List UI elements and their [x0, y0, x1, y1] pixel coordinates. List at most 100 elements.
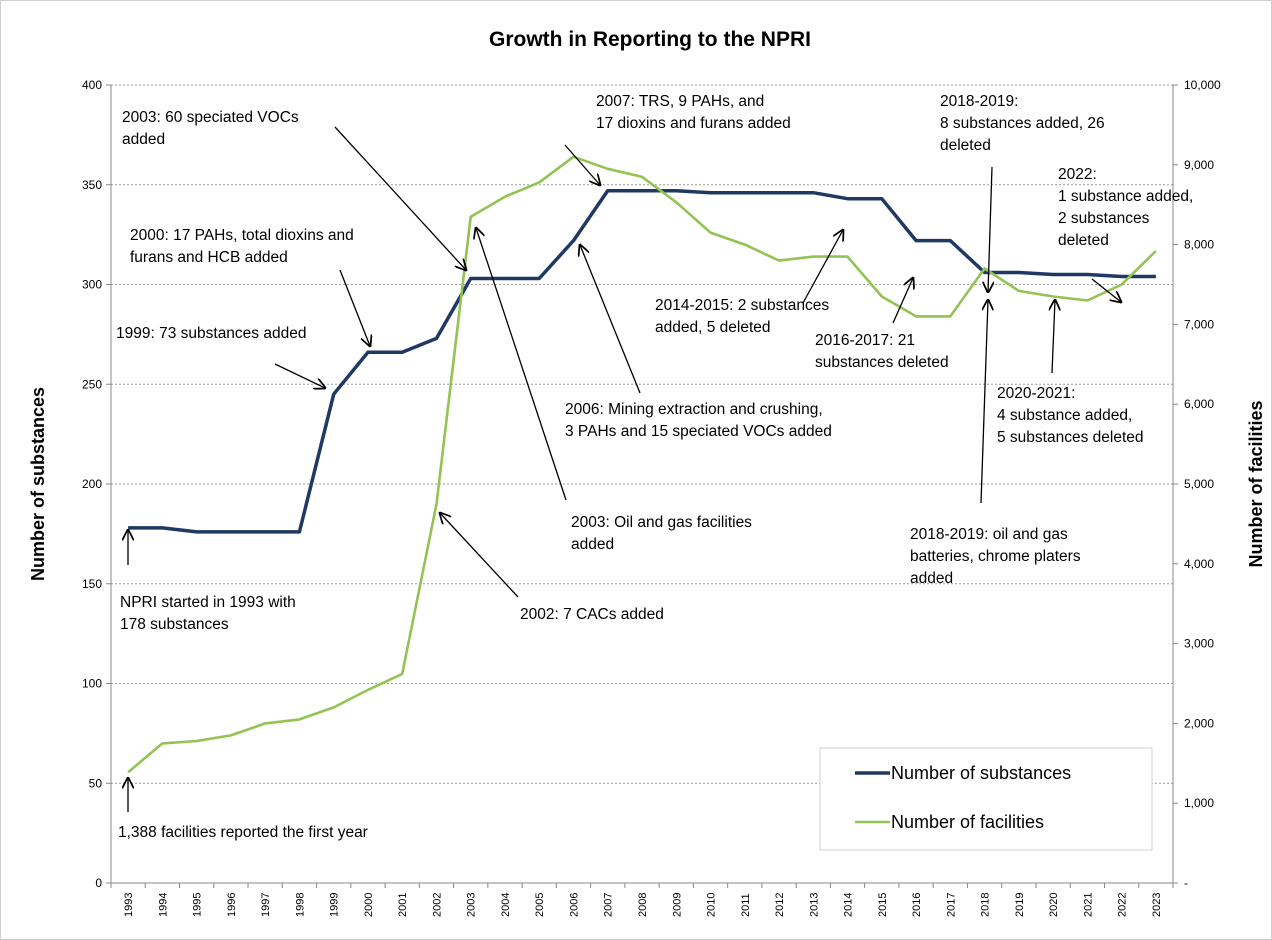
x-tick-label: 2019 [1014, 893, 1026, 917]
x-tick-label: 1999 [329, 893, 341, 917]
y-tick-label: 150 [82, 577, 102, 591]
y-tick-label: 400 [82, 78, 102, 92]
legend-label: Number of substances [891, 763, 1071, 783]
x-tick-label: 2011 [740, 893, 752, 917]
annotation: 1 substance added, [1058, 188, 1193, 205]
y2-axis-title: Number of facilities [1246, 400, 1266, 567]
annotation: 1,388 facilities reported the first year [118, 824, 368, 841]
y-tick-label: 100 [82, 677, 102, 691]
annotation: 2002: 7 CACs added [520, 606, 664, 623]
y2-tick-label: 2,000 [1184, 716, 1214, 730]
series-line [127, 155, 1157, 774]
y-tick-label: 350 [82, 178, 102, 192]
annotation: 2014-2015: 2 substances [655, 297, 829, 314]
y2-tick-label: 6,000 [1184, 397, 1214, 411]
x-tick-label: 1998 [294, 893, 306, 917]
annotation-arrow [980, 300, 988, 504]
annotation: added [571, 536, 614, 553]
x-tick-label: 2022 [1117, 893, 1129, 917]
x-tick-label: 2009 [671, 893, 683, 917]
annotation-arrow [988, 166, 992, 292]
x-tick-label: 2008 [637, 893, 649, 917]
x-tick-label: 2006 [568, 893, 580, 917]
annotation: NPRI started in 1993 with [120, 594, 296, 611]
annotation-arrow [564, 144, 600, 185]
x-tick-label: 2017 [945, 893, 957, 917]
annotation-arrow [892, 278, 913, 324]
annotation-arrow [440, 513, 519, 598]
annotation: 17 dioxins and furans added [596, 115, 791, 132]
x-tick-label: 1996 [226, 893, 238, 917]
y2-tick-label: 9,000 [1184, 158, 1214, 172]
x-tick-label: 1997 [260, 893, 272, 917]
y2-tick-label: 1,000 [1184, 796, 1214, 810]
annotation: 2018-2019: [940, 93, 1018, 110]
annotation: substances deleted [815, 354, 949, 371]
x-tick-label: 1993 [123, 893, 135, 917]
x-tick-label: 1994 [157, 893, 169, 917]
annotation: added [122, 131, 165, 148]
annotation: 2000: 17 PAHs, total dioxins and [130, 227, 354, 244]
annotation: 1999: 73 substances added [116, 325, 306, 342]
annotation: 2022: [1058, 166, 1097, 183]
x-tick-label: 2001 [397, 893, 409, 917]
annotation: 2003: 60 speciated VOCs [122, 109, 299, 126]
x-tick-label: 2003 [466, 893, 478, 917]
x-tick-label: 2002 [431, 893, 443, 917]
y-tick-label: 50 [89, 776, 103, 790]
y-tick-label: 200 [82, 477, 102, 491]
annotation: added, 5 deleted [655, 319, 771, 336]
y-axis-title: Number of substances [28, 387, 48, 581]
x-tick-label: 2012 [774, 893, 786, 917]
annotation: 4 substance added, [997, 407, 1132, 424]
x-tick-label: 2020 [1048, 893, 1060, 917]
x-tick-label: 2023 [1151, 893, 1163, 917]
annotation-arrow [1091, 278, 1121, 302]
chart-title: Growth in Reporting to the NPRI [489, 28, 811, 51]
annotation: 2020-2021: [997, 385, 1075, 402]
y-tick-label: 0 [95, 876, 102, 890]
annotation-arrow [339, 269, 370, 346]
annotation: 2006: Mining extraction and crushing, [565, 401, 823, 418]
x-tick-label: 2018 [980, 893, 992, 917]
annotation-arrow [1052, 300, 1055, 374]
annotation: 2003: Oil and gas facilities [571, 514, 752, 531]
y2-tick-label: 10,000 [1184, 78, 1221, 92]
series-line [128, 188, 1156, 534]
x-tick-label: 2015 [877, 893, 889, 917]
y2-tick-label: 4,000 [1184, 557, 1214, 571]
annotation: batteries, chrome platers [910, 548, 1081, 565]
x-tick-label: 2000 [363, 893, 375, 917]
annotation: added [910, 570, 953, 587]
annotation: 178 substances [120, 616, 229, 633]
x-tick-label: 2014 [843, 893, 855, 917]
annotation: 2016-2017: 21 [815, 332, 915, 349]
y2-tick-label: 8,000 [1184, 238, 1214, 252]
y-tick-label: 300 [82, 278, 102, 292]
annotation: deleted [1058, 232, 1109, 249]
x-tick-label: 2021 [1082, 893, 1094, 917]
legend-label: Number of facilities [891, 812, 1044, 832]
annotation-arrow [476, 228, 567, 501]
annotation-arrow [274, 363, 325, 388]
legend-box [819, 747, 1153, 851]
annotation: 2 substances [1058, 210, 1150, 227]
x-tick-label: 1995 [192, 893, 204, 917]
annotation-arrow [802, 230, 843, 304]
annotation-arrow [334, 126, 466, 270]
y2-tick-label: - [1184, 876, 1188, 890]
annotation: 2007: TRS, 9 PAHs, and [596, 93, 764, 110]
annotation: 5 substances deleted [997, 429, 1144, 446]
y2-tick-label: 7,000 [1184, 317, 1214, 331]
y2-tick-label: 3,000 [1184, 637, 1214, 651]
x-tick-label: 2007 [603, 893, 615, 917]
annotation-arrow [580, 245, 641, 394]
x-tick-label: 2004 [500, 893, 512, 917]
annotation: furans and HCB added [130, 249, 288, 266]
x-tick-label: 2013 [808, 893, 820, 917]
annotation: 8 substances added, 26 [940, 115, 1105, 132]
annotation: 2018-2019: oil and gas [910, 526, 1068, 543]
x-tick-label: 2005 [534, 893, 546, 917]
annotation: deleted [940, 137, 991, 154]
